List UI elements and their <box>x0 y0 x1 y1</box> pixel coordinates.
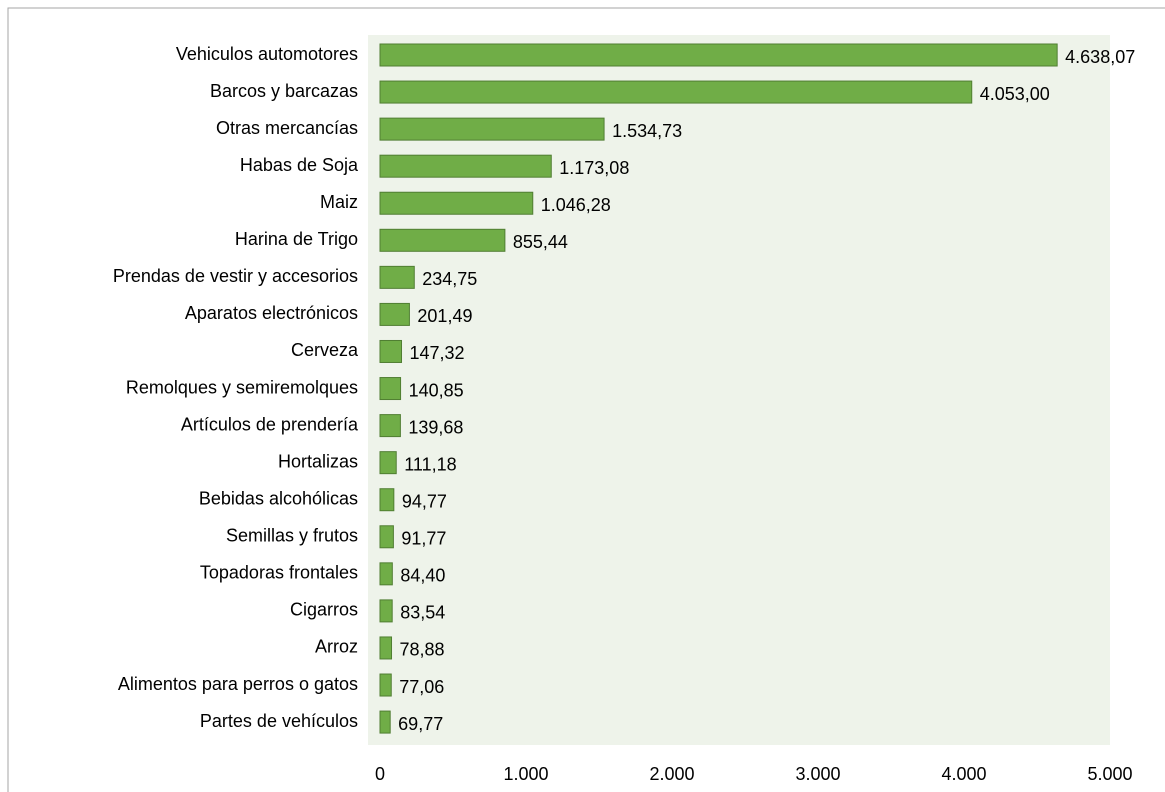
data-label: 111,18 <box>404 454 456 474</box>
bar <box>379 377 402 401</box>
bar <box>379 43 1058 67</box>
x-tick-label: 2.000 <box>649 764 694 784</box>
y-tick-label: Semillas y frutos <box>226 526 358 546</box>
data-label: 83,54 <box>400 603 445 623</box>
y-tick-label: Maiz <box>320 192 358 212</box>
data-label: 1.046,28 <box>541 195 611 215</box>
y-tick-label: Barcos y barcazas <box>210 81 358 101</box>
bar <box>379 562 393 586</box>
bar <box>379 265 415 289</box>
data-label: 201,49 <box>417 306 472 326</box>
y-tick-label: Harina de Trigo <box>235 229 358 249</box>
data-label: 91,77 <box>401 529 446 549</box>
bar <box>379 117 605 141</box>
data-label: 69,77 <box>398 714 443 734</box>
data-label: 84,40 <box>400 566 445 586</box>
y-tick-label: Topadoras frontales <box>200 563 358 583</box>
x-tick-label: 5.000 <box>1087 764 1132 784</box>
y-tick-label: Artículos de prendería <box>181 414 359 434</box>
bar <box>379 414 401 438</box>
x-tick-label: 0 <box>375 764 385 784</box>
y-tick-label: Remolques y semiremolques <box>126 377 358 397</box>
data-label: 139,68 <box>408 417 463 437</box>
y-tick-label: Prendas de vestir y accesorios <box>113 266 358 286</box>
y-tick-label: Aparatos electrónicos <box>185 303 358 323</box>
data-label: 94,77 <box>402 491 447 511</box>
data-label: 855,44 <box>513 232 568 252</box>
bar <box>379 488 395 512</box>
bar <box>379 339 403 363</box>
bar <box>379 673 392 697</box>
bar <box>379 710 391 734</box>
data-label: 4.638,07 <box>1065 47 1135 67</box>
bar <box>379 525 394 549</box>
bar <box>379 191 534 215</box>
x-tick-label: 1.000 <box>503 764 548 784</box>
y-tick-label: Partes de vehículos <box>200 711 358 731</box>
y-tick-label: Alimentos para perros o gatos <box>118 674 358 694</box>
bar <box>379 228 506 252</box>
plot-area <box>368 35 1110 745</box>
data-label: 234,75 <box>422 269 477 289</box>
bar <box>379 451 397 475</box>
data-label: 77,06 <box>399 677 444 697</box>
data-label: 4.053,00 <box>980 84 1050 104</box>
x-tick-label: 4.000 <box>941 764 986 784</box>
bar <box>379 599 393 623</box>
x-tick-label: 3.000 <box>795 764 840 784</box>
data-label: 140,85 <box>409 380 464 400</box>
bar <box>379 636 393 660</box>
y-tick-label: Otras mercancías <box>216 118 358 138</box>
y-tick-label: Habas de Soja <box>240 155 359 175</box>
bar <box>379 154 552 178</box>
data-label: 1.534,73 <box>612 121 682 141</box>
data-label: 147,32 <box>410 343 465 363</box>
y-tick-label: Hortalizas <box>278 451 358 471</box>
data-label: 78,88 <box>400 640 445 660</box>
bar <box>379 302 410 326</box>
y-tick-label: Arroz <box>315 637 358 657</box>
data-label: 1.173,08 <box>559 158 629 178</box>
y-tick-label: Bebidas alcohólicas <box>199 488 358 508</box>
y-tick-label: Cerveza <box>291 340 359 360</box>
bar <box>379 80 973 104</box>
y-tick-label: Cigarros <box>290 600 358 620</box>
y-tick-label: Vehiculos automotores <box>176 44 358 64</box>
